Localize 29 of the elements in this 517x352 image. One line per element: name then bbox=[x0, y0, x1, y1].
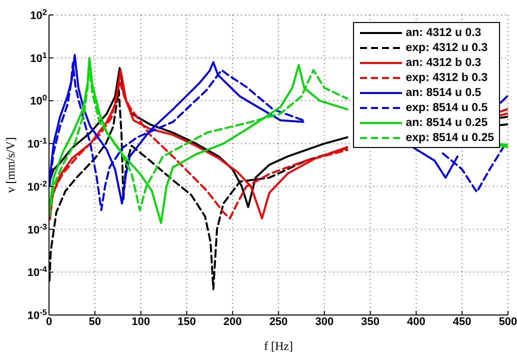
y-tick-label: 10$^{-5}$ bbox=[27, 308, 48, 322]
x-tick-label: 450 bbox=[452, 316, 472, 328]
legend-label: exp: 8514 u 0.25 bbox=[406, 132, 494, 144]
x-tick-label: 100 bbox=[132, 316, 150, 328]
x-tick-label: 350 bbox=[361, 316, 380, 328]
legend-label: exp: 4312 u 0.3 bbox=[406, 42, 488, 54]
x-tick-label: 500 bbox=[498, 316, 517, 328]
legend-label: an: 4312 u 0.3 bbox=[406, 26, 482, 38]
y-tick-label: 10$^{1}$ bbox=[30, 50, 48, 65]
y-tick-label: 10$^{-2}$ bbox=[27, 178, 48, 194]
legend-label: an: 8514 u 0.5 bbox=[406, 86, 482, 98]
y-tick-label: 10$^{-4}$ bbox=[27, 264, 48, 280]
legend-label: an: 4312 b 0.3 bbox=[406, 56, 482, 68]
y-tick-label: 10$^{2}$ bbox=[30, 8, 48, 22]
x-tick-label: 250 bbox=[269, 316, 288, 328]
legend-label: exp: 8514 u 0.5 bbox=[406, 102, 488, 114]
x-tick-label: 0 bbox=[46, 316, 52, 328]
y-tick-label: 10$^{0}$ bbox=[30, 93, 48, 108]
x-tick-label: 300 bbox=[315, 316, 334, 328]
y-axis-title: v [mm/s/V] bbox=[3, 137, 18, 193]
x-tick-label: 50 bbox=[88, 316, 102, 328]
x-tick-label: 150 bbox=[178, 316, 196, 328]
legend-label: an: 8514 u 0.25 bbox=[406, 116, 488, 128]
y-tick-label: 10$^{-1}$ bbox=[27, 136, 48, 151]
x-axis-title: f [Hz] bbox=[264, 339, 293, 352]
legend-label: exp: 4312 b 0.3 bbox=[406, 72, 488, 84]
x-tick-label: 200 bbox=[223, 316, 242, 328]
y-tick-label: 10$^{-3}$ bbox=[27, 222, 48, 236]
x-tick-label: 400 bbox=[407, 316, 426, 328]
